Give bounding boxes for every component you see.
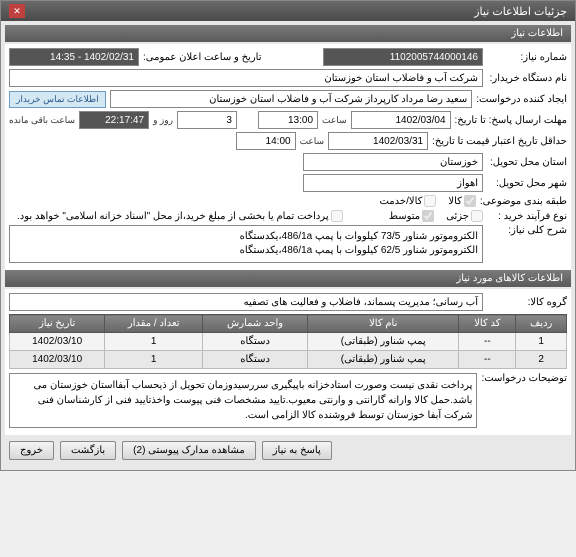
table-cell: 1 [516, 333, 567, 351]
titlebar: جزئیات اطلاعات نیاز ✕ [1, 1, 575, 21]
window-title: جزئیات اطلاعات نیاز [474, 5, 567, 18]
section2-header: اطلاعات کالاهای مورد نیاز [5, 270, 571, 287]
table-header: ردیف [516, 315, 567, 333]
valid-time-field: 14:00 [236, 132, 296, 150]
table-header: تعداد / مقدار [105, 315, 203, 333]
creator-field: سعید رضا مرداد کارپرداز شرکت آب و فاضلاب… [110, 90, 473, 108]
class-kala-checkbox[interactable]: کالا [448, 195, 476, 207]
attachments-button[interactable]: مشاهده مدارک پیوستی (2) [122, 441, 256, 460]
window-frame: جزئیات اطلاعات نیاز ✕ اطلاعات نیاز شماره… [0, 0, 576, 471]
buyer-label: نام دستگاه خریدار: [487, 73, 567, 84]
process-label: نوع فرآیند خرید : [487, 211, 567, 222]
section1-header: اطلاعات نیاز [5, 25, 571, 42]
days-label: روز و [153, 115, 173, 126]
desc-label: شرح کلی نیاز: [487, 225, 567, 236]
footer-buttons: پاسخ به نیاز مشاهده مدارک پیوستی (2) باز… [5, 435, 571, 466]
table-cell: 2 [516, 351, 567, 369]
days-field: 3 [177, 111, 237, 129]
table-row: 2--پمپ شناور (طبقاتی)دستگاه11402/03/10 [10, 351, 567, 369]
buyer-field: شرکت آب و فاضلاب استان خوزستان [9, 69, 483, 87]
class-label: طبقه بندی موضوعی: [480, 196, 567, 207]
process-motavaset-checkbox[interactable]: متوسط [389, 210, 434, 222]
valid-date-field: 1402/03/31 [328, 132, 428, 150]
close-icon[interactable]: ✕ [9, 4, 25, 18]
table-header: نام کالا [308, 315, 459, 333]
items-table: ردیفکد کالانام کالاواحد شمارشتعداد / مقد… [9, 314, 567, 369]
remain-label: ساعت باقی مانده [9, 115, 75, 126]
class-khadamat-checkbox[interactable]: کالا/خدمت [379, 195, 436, 207]
table-cell: دستگاه [203, 351, 308, 369]
deadline-time-field: 13:00 [258, 111, 318, 129]
need-no-field: 1102005744000146 [323, 48, 483, 66]
deadline-time-label: ساعت [322, 115, 347, 126]
table-cell: 1 [105, 333, 203, 351]
creator-label: ایجاد کننده درخواست: [476, 94, 567, 105]
province-label: استان محل تحویل: [487, 157, 567, 168]
announce-label: تاریخ و ساعت اعلان عمومی: [143, 52, 262, 63]
section2-body: گروه کالا: آب رسانی؛ مدیریت پسماند، فاضل… [5, 289, 571, 435]
table-row: 1--پمپ شناور (طبقاتی)دستگاه11402/03/10 [10, 333, 567, 351]
desc-field: الکتروموتور شناور 73/5 کیلووات با پمپ 48… [9, 225, 483, 263]
notes-label: توضیحات درخواست: [481, 373, 567, 384]
reply-button[interactable]: پاسخ به نیاز [262, 441, 332, 460]
contact-button[interactable]: اطلاعات تماس خریدار [9, 91, 106, 108]
table-cell: 1402/03/10 [10, 333, 105, 351]
table-cell: پمپ شناور (طبقاتی) [308, 351, 459, 369]
table-cell: پمپ شناور (طبقاتی) [308, 333, 459, 351]
group-label: گروه کالا: [487, 297, 567, 308]
table-cell: دستگاه [203, 333, 308, 351]
remain-field: 22:17:47 [79, 111, 149, 129]
back-button[interactable]: بازگشت [60, 441, 116, 460]
announce-field: 1402/02/31 - 14:35 [9, 48, 139, 66]
province-field: خوزستان [303, 153, 483, 171]
city-label: شهر محل تحویل: [487, 178, 567, 189]
valid-time-label: ساعت [300, 136, 325, 147]
table-cell: 1402/03/10 [10, 351, 105, 369]
process-joze-checkbox[interactable]: جزئی [446, 210, 483, 222]
exit-button[interactable]: خروج [9, 441, 54, 460]
section1-body: شماره نیاز: 1102005744000146 تاریخ و ساع… [5, 44, 571, 270]
deadline-date-field: 1402/03/04 [351, 111, 451, 129]
city-field: اهواز [303, 174, 483, 192]
table-header: واحد شمارش [203, 315, 308, 333]
table-cell: 1 [105, 351, 203, 369]
valid-label: حداقل تاریخ اعتبار قیمت تا تاریخ: [432, 136, 567, 147]
table-cell: -- [459, 351, 516, 369]
need-no-label: شماره نیاز: [487, 52, 567, 63]
deadline-label: مهلت ارسال پاسخ: تا تاریخ: [455, 115, 567, 126]
table-header: تاریخ نیاز [10, 315, 105, 333]
table-cell: -- [459, 333, 516, 351]
notes-field: پرداخت نقدی نیست وصورت استادخزانه باپیگی… [9, 373, 477, 428]
paynote-checkbox[interactable]: پرداخت تمام یا بخشی از مبلغ خرید،از محل … [17, 210, 343, 222]
group-field: آب رسانی؛ مدیریت پسماند، فاضلاب و فعالیت… [9, 293, 483, 311]
table-header: کد کالا [459, 315, 516, 333]
